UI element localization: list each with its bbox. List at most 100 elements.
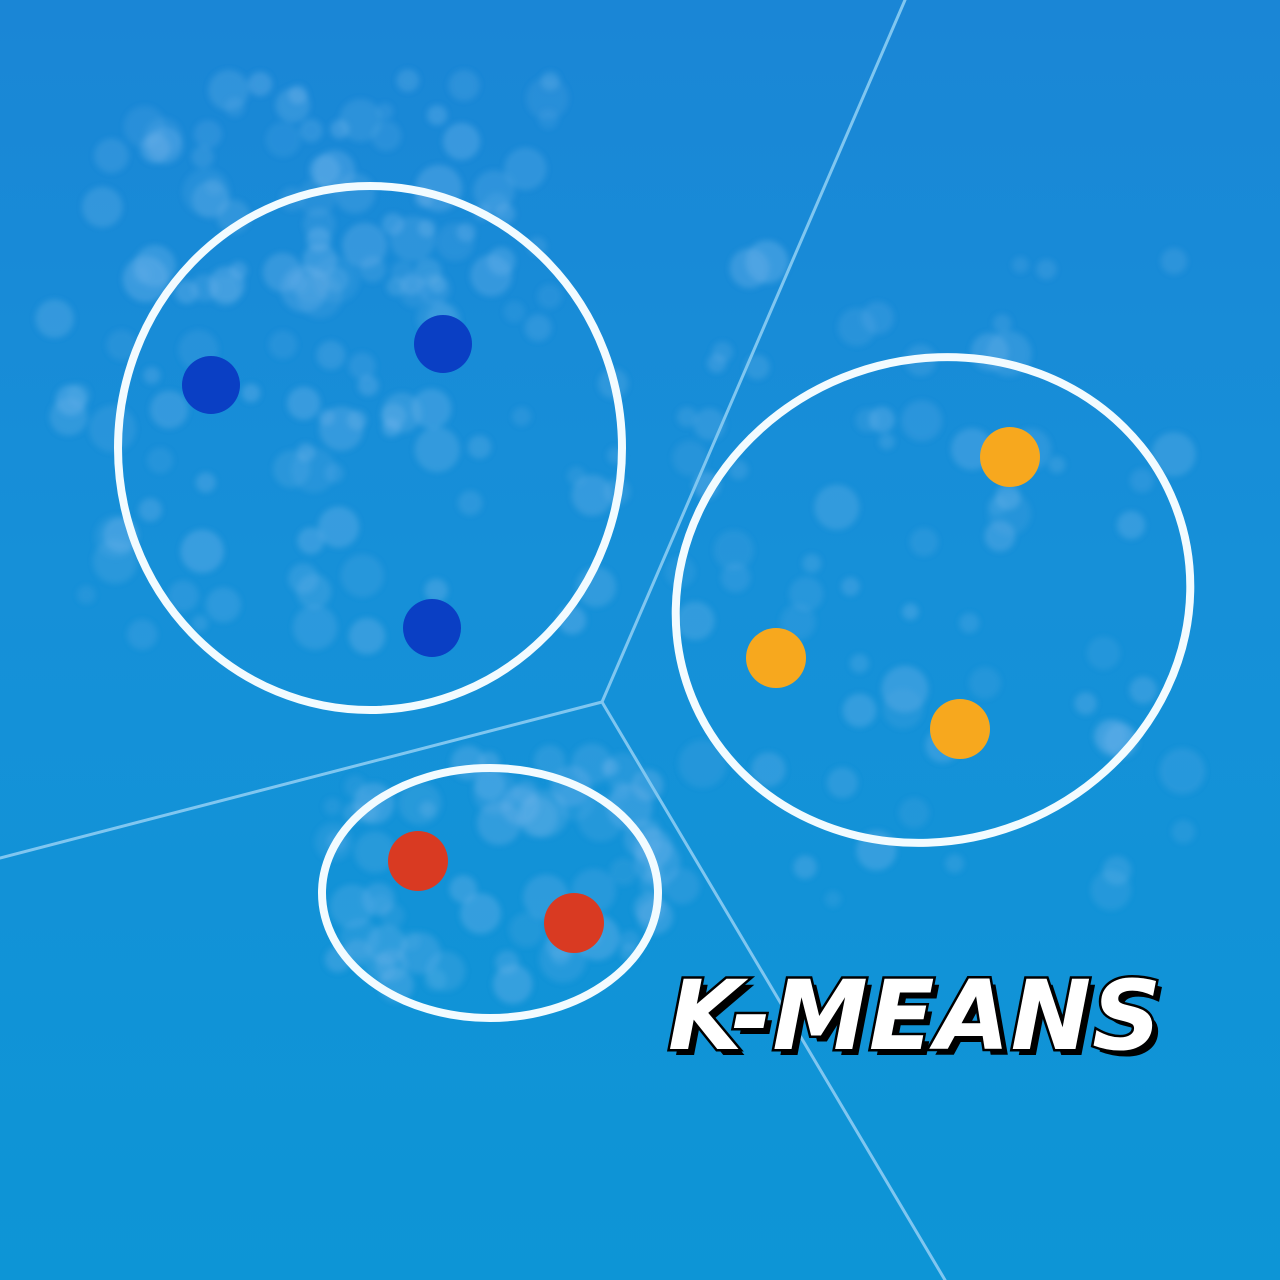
speckle-dot: [208, 69, 249, 111]
speckle-dot: [1012, 256, 1029, 274]
speckle-dot: [400, 273, 423, 296]
speckle-dot: [537, 284, 562, 309]
speckle-dot: [524, 314, 552, 342]
speckle-dot: [729, 460, 749, 480]
speckle-dot: [342, 222, 388, 268]
boundary-line-bottom: [600, 700, 947, 1280]
red-cluster-outline: [318, 764, 662, 1022]
speckle-dot: [195, 472, 216, 493]
speckle-dot: [248, 71, 273, 97]
speckle-dot: [474, 769, 506, 801]
speckle-dot: [969, 667, 1001, 699]
speckle-dot: [513, 780, 538, 805]
speckle-dot: [424, 578, 448, 603]
speckle-dot: [429, 276, 446, 294]
speckle-dot: [291, 447, 337, 493]
speckle-dot: [182, 168, 231, 216]
speckle-dot: [729, 248, 770, 289]
speckle-dot: [721, 563, 751, 593]
speckle-dot: [147, 447, 174, 474]
speckle-dot: [354, 831, 396, 873]
speckle-dot: [138, 498, 162, 522]
speckle-dot: [492, 964, 533, 1004]
speckle-dot: [672, 440, 708, 477]
blue-cluster-outline: [114, 182, 626, 714]
speckle-dot: [399, 932, 442, 975]
speckle-dot: [837, 308, 876, 347]
speckle-dot: [330, 119, 350, 139]
speckle-dot: [323, 797, 341, 816]
speckle-dot: [992, 314, 1012, 333]
speckle-dot: [106, 329, 137, 361]
speckle-dot: [205, 587, 241, 623]
speckle-dot: [1086, 636, 1121, 670]
speckle-dot: [191, 145, 214, 169]
speckle-dot: [538, 109, 559, 130]
speckle-dot: [309, 154, 341, 186]
speckle-dot: [55, 384, 87, 416]
speckle-dot: [77, 585, 96, 605]
speckle-dot: [878, 433, 895, 450]
orange-point: [746, 628, 806, 688]
speckle-dot: [424, 968, 447, 991]
speckle-dot: [396, 69, 420, 92]
speckle-dot: [150, 390, 189, 429]
speckle-dot: [94, 138, 129, 173]
speckle-dot: [495, 203, 516, 224]
speckle-dot: [411, 388, 452, 429]
speckle-dot: [1151, 432, 1196, 477]
speckle-dot: [841, 577, 860, 596]
orange-cluster-outline: [671, 353, 1195, 847]
speckle-dot: [340, 554, 384, 598]
speckle-dot: [376, 103, 394, 120]
speckle-dot: [127, 619, 158, 650]
speckle-dot: [882, 688, 924, 729]
speckle-dot: [512, 407, 531, 426]
speckle-dot: [1102, 856, 1132, 885]
speckle-dot: [526, 77, 569, 120]
speckle-dot: [382, 418, 401, 437]
speckle-dot: [677, 407, 697, 427]
speckle-dot: [82, 186, 123, 228]
speckle-dot: [174, 280, 199, 304]
speckle-dot: [909, 528, 939, 557]
speckle-dot: [329, 884, 374, 929]
speckle-dot: [571, 474, 613, 516]
speckle-dot: [509, 912, 544, 948]
speckle-dot: [144, 117, 183, 156]
speckle-dot: [945, 854, 964, 873]
boundary-line-left: [0, 700, 604, 860]
speckle-dot: [193, 120, 222, 149]
speckle-dot: [265, 122, 301, 158]
speckle-dot: [824, 890, 842, 908]
speckle-dot: [842, 693, 877, 728]
speckle-dot: [442, 122, 481, 160]
speckle-dot: [504, 147, 547, 190]
orange-cluster-points: [746, 427, 1040, 759]
speckle-dot: [1129, 676, 1157, 704]
speckle-dot: [293, 265, 330, 303]
speckle-dot: [473, 170, 515, 212]
speckle-dot: [744, 354, 770, 380]
speckle-dot: [390, 216, 436, 262]
speckle-dot: [898, 797, 930, 829]
blue-cluster-points: [182, 315, 472, 657]
speckle-dot: [414, 427, 460, 473]
speckle-dot: [398, 781, 442, 825]
cluster-boundaries: [0, 0, 947, 1280]
red-point: [388, 831, 448, 891]
speckle-dot: [609, 857, 638, 886]
speckle-dot: [827, 767, 858, 799]
speckle-dot: [357, 375, 379, 396]
speckle-dot: [348, 352, 376, 380]
speckle-dot: [210, 276, 241, 307]
boundary-line-top: [600, 0, 907, 704]
speckle-dot: [191, 615, 209, 632]
speckle-dot: [789, 576, 824, 612]
background-speckle: [35, 69, 1206, 1004]
speckle-dot: [292, 605, 338, 650]
speckle-dot: [533, 745, 566, 777]
speckle-dot: [380, 903, 405, 928]
speckle-dot: [707, 353, 727, 373]
